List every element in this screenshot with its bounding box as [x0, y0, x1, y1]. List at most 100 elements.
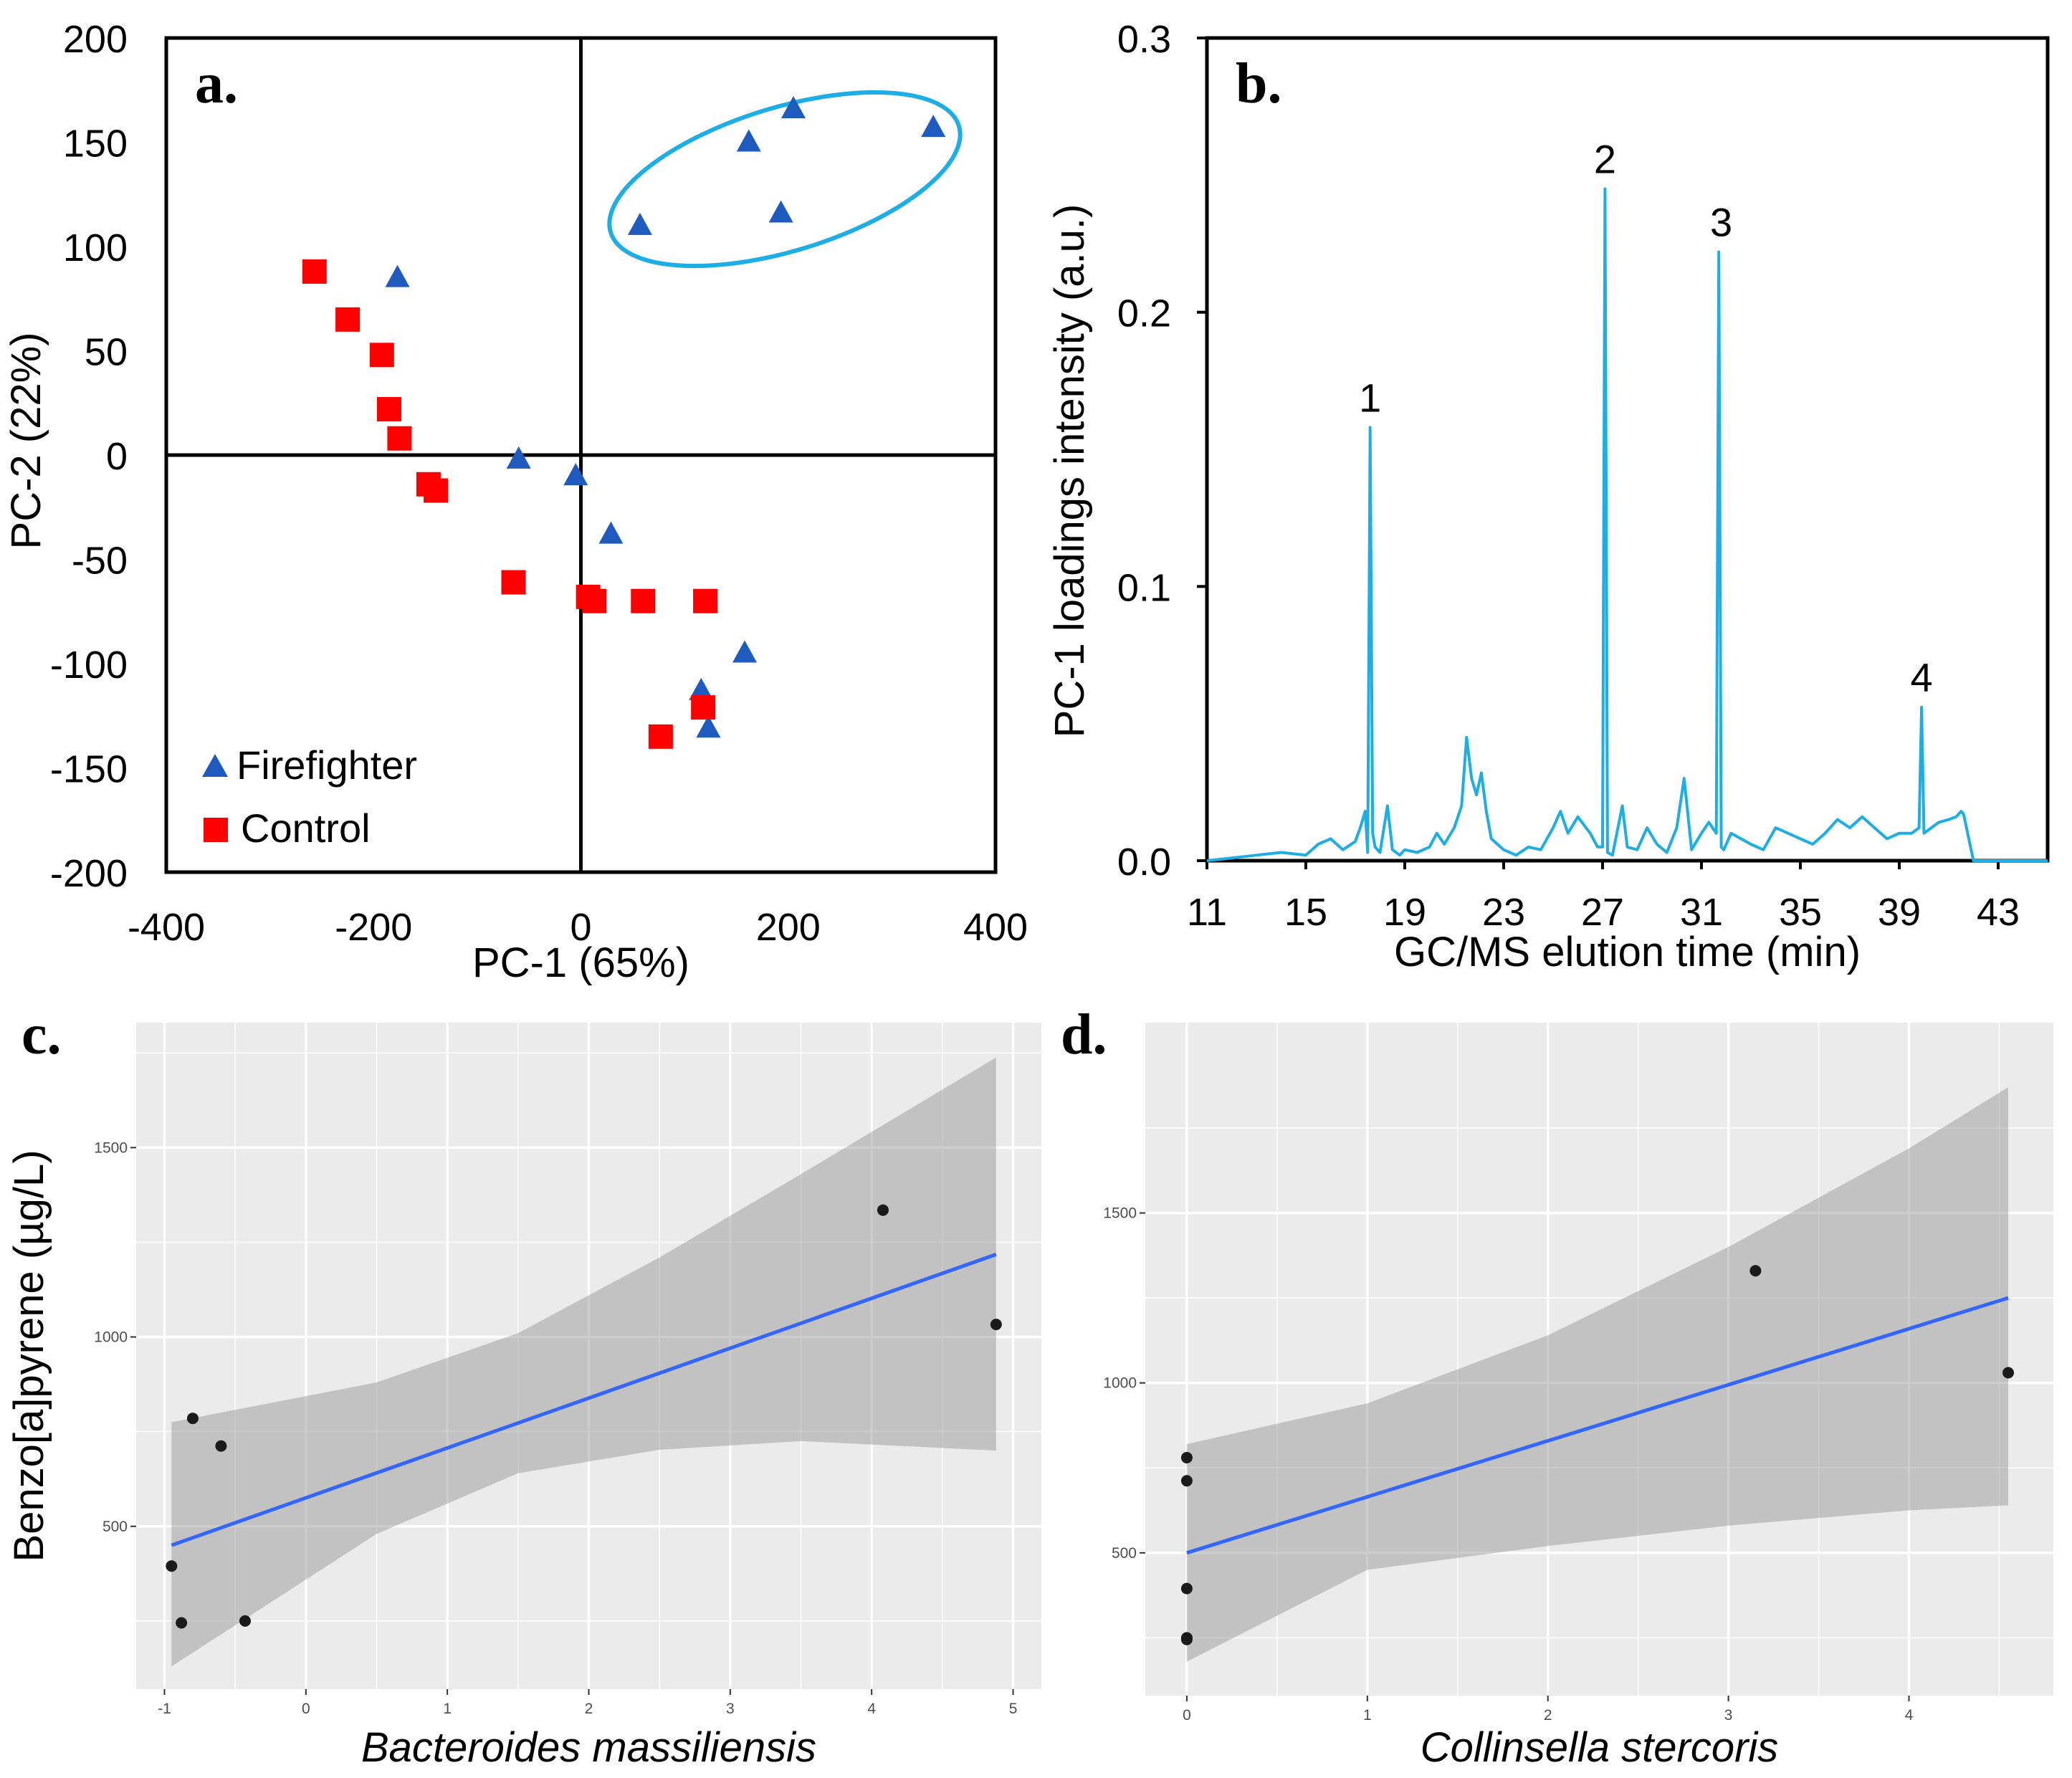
x-tick-label: 4: [867, 1701, 876, 1717]
firefighter-point: [732, 640, 758, 663]
data-point: [1180, 1475, 1193, 1487]
x-tick-label: 39: [1878, 891, 1921, 934]
x-tick-label: 400: [963, 906, 1028, 949]
x-axis-label: Bacteroides massiliensis: [361, 1724, 816, 1771]
x-tick-label: 11: [1187, 891, 1227, 934]
control-point: [424, 478, 449, 503]
data-point: [2002, 1367, 2015, 1379]
firefighter-point: [627, 212, 652, 235]
panel-label: a.: [195, 52, 238, 115]
control-point: [376, 396, 401, 421]
y-tick-label: 1000: [94, 1329, 128, 1346]
peak-label-4: 4: [1910, 655, 1932, 700]
legend-control-label: Control: [241, 806, 371, 851]
y-tick-label: 0.1: [1117, 566, 1171, 609]
control-point: [335, 307, 361, 332]
firefighter-point: [563, 463, 588, 486]
x-tick-label: 35: [1779, 891, 1822, 934]
data-point: [990, 1319, 1002, 1331]
y-tick-label: 50: [85, 331, 128, 374]
y-axis-label: PC-1 loadings intensity (a.u.): [1046, 204, 1093, 738]
firefighter-point: [598, 521, 624, 544]
data-point: [1749, 1265, 1762, 1277]
firefighter-point: [780, 95, 806, 118]
y-tick-label: 200: [63, 18, 128, 61]
y-tick-label: 500: [102, 1519, 128, 1535]
firefighter-point: [921, 115, 946, 138]
firefighter-point: [768, 200, 793, 223]
control-point: [302, 259, 327, 284]
panel-label: d.: [1061, 1003, 1107, 1066]
data-point: [877, 1204, 889, 1216]
x-tick-label: 5: [1009, 1701, 1018, 1717]
x-tick-label: 0: [570, 906, 591, 949]
x-tick-label: 43: [1977, 891, 2020, 934]
data-point: [1180, 1452, 1193, 1464]
peak-label-2: 2: [1594, 136, 1616, 181]
panel-d: 0 1 2 3 4 500 1000 1500 Collinsella stercoris d.: [1061, 1003, 2053, 1771]
x-tick-label: 27: [1581, 891, 1624, 934]
x-tick-label: -200: [335, 906, 412, 949]
data-point: [176, 1617, 188, 1629]
peak-label-3: 3: [1710, 199, 1732, 244]
x-tick-label: 4: [1905, 1707, 1914, 1724]
firefighter-point: [696, 715, 721, 738]
firefighter-point: [689, 677, 714, 700]
y-axis-label: Benzo[a]pyrene (µg/L): [6, 1150, 52, 1562]
x-tick-label: 1: [1363, 1707, 1372, 1724]
control-point: [501, 570, 526, 595]
legend-firefighter-marker: [202, 754, 228, 777]
regression-line: [171, 1253, 997, 1547]
y-tick-label: 0.0: [1117, 841, 1171, 884]
plot-frame: [1205, 36, 2050, 863]
firefighter-point: [736, 129, 761, 152]
x-axis-label: PC-1 (65%): [472, 940, 689, 986]
confidence-band: [171, 1057, 996, 1667]
y-axis-label: PC-2 (22%): [3, 333, 49, 550]
panel-c: -1 0 1 2 3 4 5 500 1000 1500 Bacteroides massilien…: [6, 1003, 1041, 1771]
x-tick-label: 19: [1383, 891, 1426, 934]
regression-line: [1186, 1296, 2009, 1555]
y-tick-label: 100: [63, 226, 128, 269]
control-point: [631, 588, 656, 613]
control-point: [387, 426, 412, 451]
data-point: [239, 1615, 251, 1627]
x-tick-label: 31: [1680, 891, 1723, 934]
control-point: [369, 343, 394, 368]
x-tick-label: 23: [1482, 891, 1525, 934]
y-tick-label: -200: [50, 852, 128, 895]
x-tick-label: 1: [443, 1701, 452, 1717]
legend-control-marker: [204, 818, 228, 842]
x-tick-label: 3: [1724, 1707, 1733, 1724]
y-tick-label: -50: [72, 540, 128, 583]
y-tick-label: 1500: [1103, 1205, 1137, 1222]
cluster-ellipse: [607, 90, 963, 269]
y-tick-label: 1500: [94, 1139, 128, 1156]
confidence-band: [1186, 1087, 2008, 1662]
y-tick-label: 0.3: [1117, 18, 1171, 61]
x-axis-label: Collinsella stercoris: [1421, 1724, 1779, 1771]
y-tick-label: 1000: [1103, 1375, 1137, 1392]
x-tick-label: -1: [158, 1701, 171, 1717]
y-tick-label: 0: [106, 435, 128, 478]
x-tick-label: 2: [1544, 1707, 1552, 1724]
y-tick-label: -100: [50, 644, 128, 687]
y-tick-label: -150: [50, 748, 128, 791]
x-tick-label: 200: [756, 906, 821, 949]
firefighter-point: [506, 446, 531, 469]
x-tick-label: 3: [726, 1701, 735, 1717]
x-tick-label: 15: [1284, 891, 1327, 934]
x-tick-label: 0: [302, 1701, 310, 1717]
loadings-line: [1206, 187, 2048, 862]
data-point: [166, 1560, 178, 1572]
control-point: [691, 695, 716, 720]
panel-label: c.: [22, 1003, 62, 1066]
x-axis-label: GC/MS elution time (min): [1394, 929, 1861, 975]
y-tick-label: 0.2: [1117, 292, 1171, 335]
y-tick-label: 500: [1112, 1545, 1137, 1562]
y-tick-label: 150: [63, 123, 128, 166]
peak-label-1: 1: [1359, 375, 1381, 420]
